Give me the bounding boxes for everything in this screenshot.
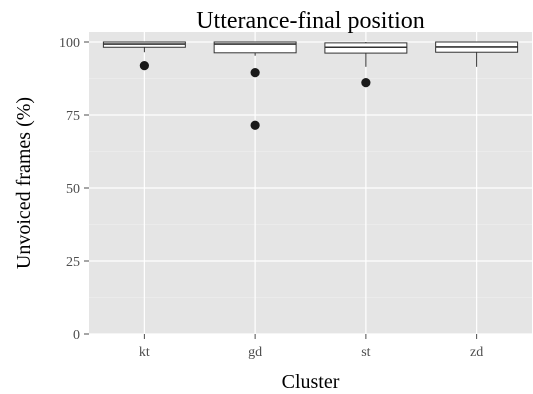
y-axis-title: Unvoiced frames (%) [13, 97, 35, 269]
x-axis-title: Cluster [282, 371, 340, 393]
x-tick-label: gd [248, 345, 262, 360]
outlier-point [361, 77, 371, 88]
x-tick-label: zd [470, 345, 483, 360]
y-tick-label: 25 [66, 255, 80, 270]
y-tick-label: 0 [73, 328, 80, 343]
chart-title: Utterance-final position [196, 8, 425, 34]
plot-panel [89, 32, 532, 334]
x-tick-label: kt [139, 345, 150, 360]
y-tick-label: 100 [59, 36, 80, 51]
box-marks [102, 41, 519, 130]
outlier-point [139, 61, 149, 71]
box-gd [213, 41, 297, 130]
x-tick-label: st [361, 345, 370, 360]
box-zd [435, 41, 519, 67]
y-tick-label: 50 [66, 182, 80, 197]
box-kt [102, 41, 186, 71]
outlier-point [250, 68, 260, 78]
y-tick-label: 75 [66, 109, 80, 124]
outlier-point [250, 120, 260, 130]
box-st [324, 42, 408, 88]
axes: 0 25 50 75 100 kt gd st zd [59, 36, 483, 360]
box-iqr [213, 41, 297, 54]
